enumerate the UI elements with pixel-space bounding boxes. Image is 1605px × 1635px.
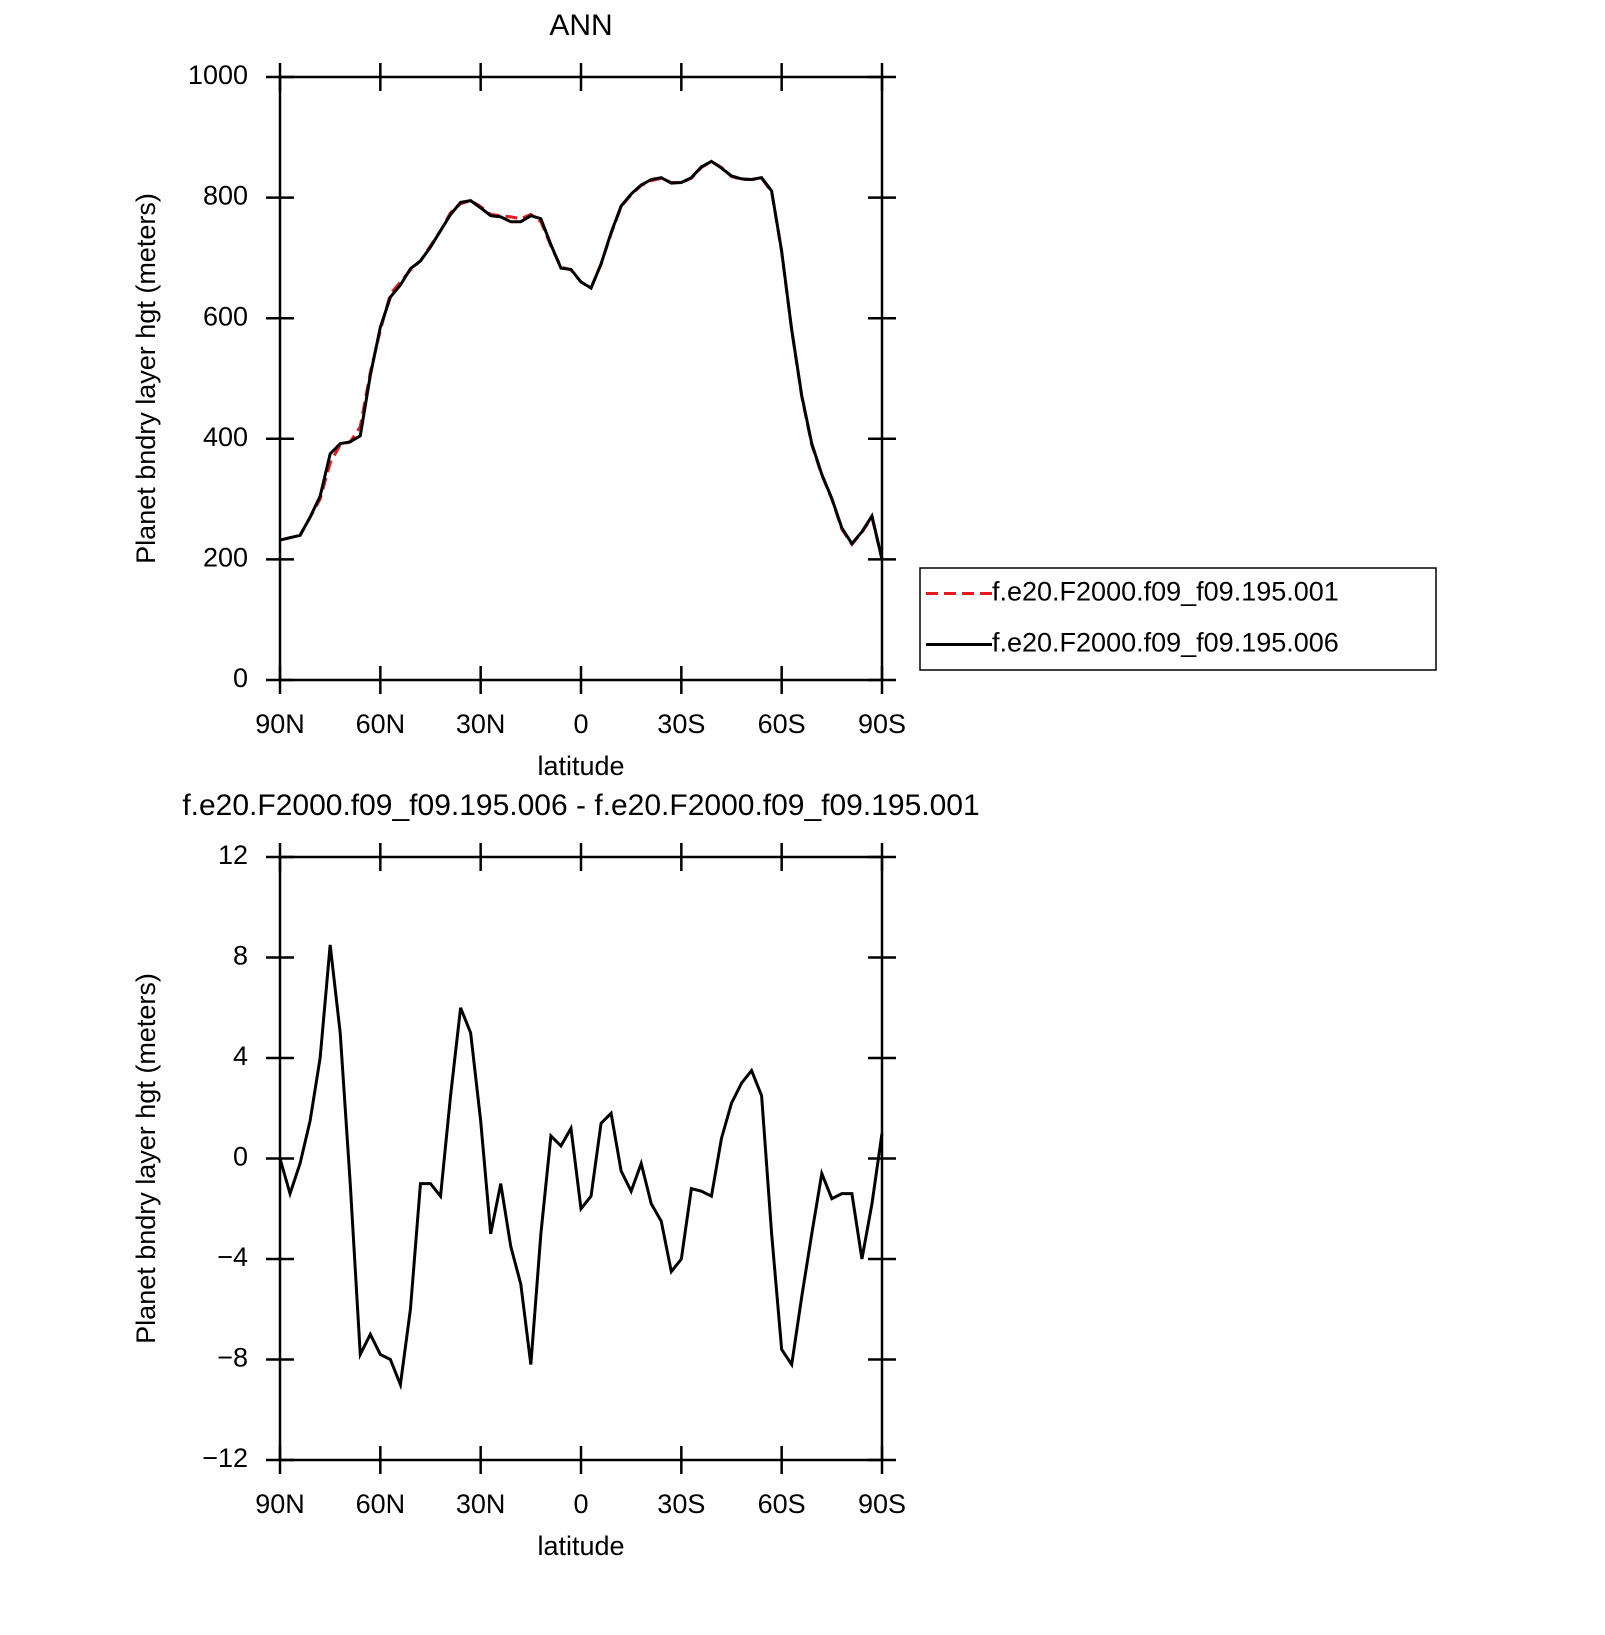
- y-tick-label: −12: [202, 1443, 248, 1473]
- y-tick-label: 0: [233, 1142, 248, 1172]
- x-tick-label: 60S: [758, 709, 806, 739]
- data-line: [279, 159, 884, 560]
- legend-label: f.e20.F2000.f09_f09.195.006: [992, 628, 1339, 658]
- y-tick-label: 800: [203, 181, 248, 211]
- x-tick-label: 90S: [858, 1489, 906, 1519]
- y-tick-label: 200: [203, 543, 248, 573]
- y-tick-label: −8: [217, 1343, 248, 1373]
- data-line: [278, 944, 884, 1391]
- x-tick-label: 0: [573, 709, 588, 739]
- y-axis-label: Planet bndry layer hgt (meters): [131, 973, 161, 1344]
- x-tick-label: 0: [573, 1489, 588, 1519]
- x-tick-label: 60N: [356, 709, 406, 739]
- legend-label: f.e20.F2000.f09_f09.195.001: [992, 577, 1339, 607]
- x-tick-label: 30S: [657, 709, 705, 739]
- y-tick-label: 1000: [188, 60, 248, 90]
- chart-title: f.e20.F2000.f09_f09.195.006 - f.e20.F200…: [182, 789, 979, 822]
- plot-frame: [278, 855, 884, 1462]
- chart-title: ANN: [549, 9, 612, 42]
- y-tick-label: 4: [233, 1041, 248, 1071]
- x-axis-label: latitude: [537, 751, 624, 781]
- y-tick-label: 8: [233, 941, 248, 971]
- data-line: [279, 159, 884, 560]
- x-tick-label: 90N: [255, 709, 305, 739]
- y-tick-label: 12: [218, 840, 248, 870]
- x-tick-label: 30S: [657, 1489, 705, 1519]
- x-axis-label: latitude: [537, 1531, 624, 1561]
- x-tick-label: 60N: [356, 1489, 406, 1519]
- y-tick-label: 0: [233, 663, 248, 693]
- y-tick-label: 600: [203, 301, 248, 331]
- y-tick-label: −4: [217, 1242, 248, 1272]
- x-tick-label: 30N: [456, 1489, 506, 1519]
- x-tick-label: 90N: [255, 1489, 305, 1519]
- legend-box: [919, 567, 1437, 671]
- y-tick-label: 400: [203, 422, 248, 452]
- x-tick-label: 60S: [758, 1489, 806, 1519]
- y-axis-label: Planet bndry layer hgt (meters): [131, 193, 161, 564]
- x-tick-label: 90S: [858, 709, 906, 739]
- x-tick-label: 30N: [456, 709, 506, 739]
